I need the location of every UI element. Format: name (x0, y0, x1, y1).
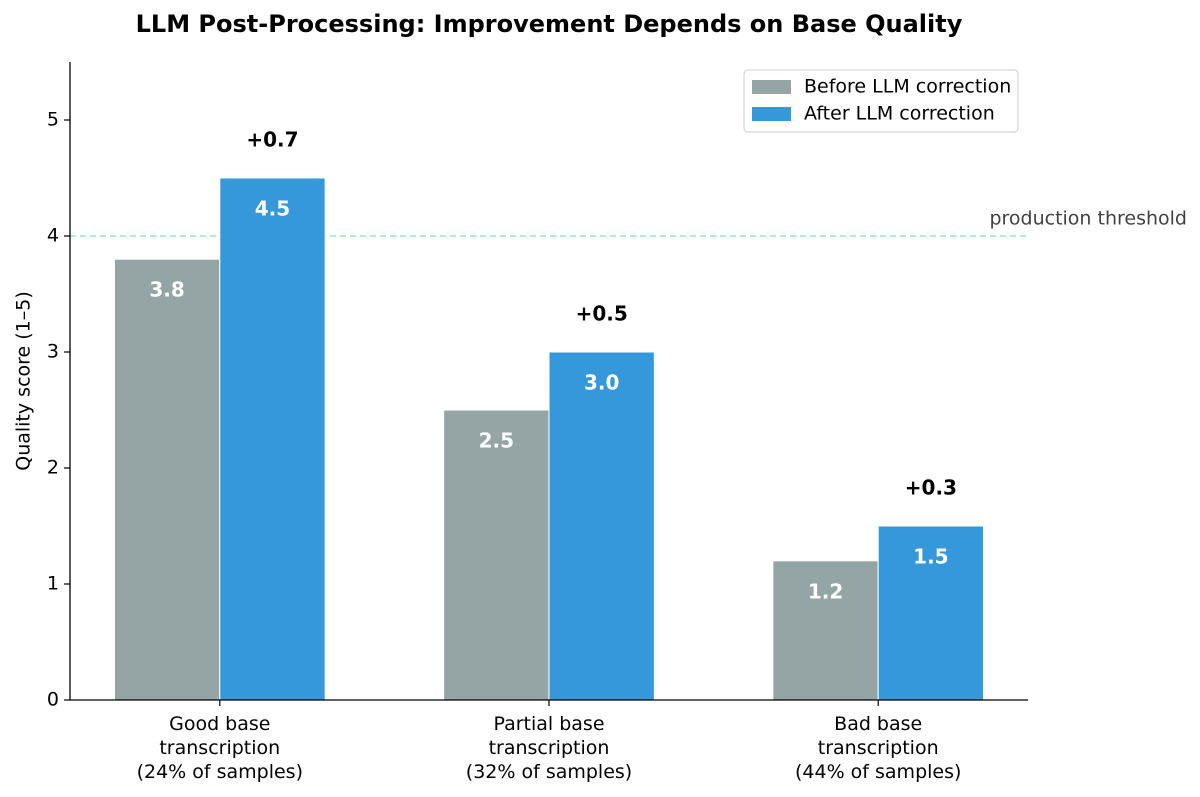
y-tick-label: 2 (47, 457, 59, 479)
bar (548, 351, 655, 701)
x-tick-label: Partial base transcription (32% of samples… (466, 713, 632, 783)
y-tick-label: 5 (47, 109, 59, 131)
x-tick-label: Good base transcription (24% of samples) (137, 713, 303, 783)
bar (113, 258, 221, 701)
bar (219, 177, 326, 701)
value-label: 1.5 (913, 545, 948, 569)
value-label: 3.0 (584, 371, 619, 395)
improvement-label: +0.5 (576, 302, 628, 326)
legend-swatch (752, 80, 791, 94)
legend-label: After LLM correction (804, 103, 995, 125)
threshold-label: production threshold (989, 208, 1187, 230)
y-axis-label: Quality score (1–5) (13, 291, 35, 471)
chart-title: LLM Post-Processing: Improvement Depends… (136, 10, 963, 38)
legend-box (743, 69, 1019, 133)
y-tick-label: 4 (47, 225, 59, 247)
value-label: 4.5 (255, 197, 290, 221)
value-label: 3.8 (149, 278, 184, 302)
y-tick-label: 1 (47, 573, 59, 595)
bar (877, 525, 985, 701)
legend-swatch (752, 107, 791, 121)
legend-label: Before LLM correction (804, 76, 1011, 98)
value-label: 2.5 (479, 429, 514, 453)
y-tick-label: 3 (47, 341, 59, 363)
value-label: 1.2 (808, 579, 843, 603)
y-tick-label: 0 (47, 689, 59, 711)
bar (443, 409, 550, 701)
improvement-label: +0.7 (246, 128, 298, 152)
improvement-label: +0.3 (905, 476, 957, 500)
x-tick-label: Bad base transcription (44% of samples) (795, 713, 961, 783)
